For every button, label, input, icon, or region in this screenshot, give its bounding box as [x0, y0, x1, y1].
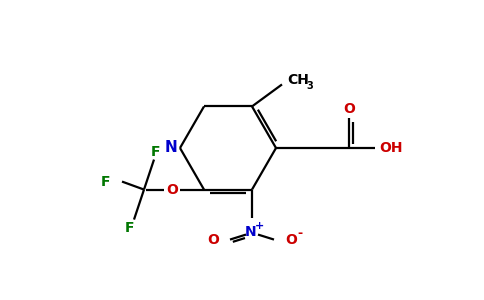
- Text: N: N: [245, 225, 257, 238]
- Text: O: O: [343, 102, 355, 116]
- Text: 3: 3: [306, 81, 313, 92]
- Text: -: -: [298, 227, 302, 240]
- Text: F: F: [101, 175, 111, 189]
- Text: F: F: [125, 220, 135, 235]
- Text: CH: CH: [287, 74, 309, 87]
- Text: O: O: [207, 232, 219, 247]
- Text: O: O: [285, 232, 297, 247]
- Text: N: N: [165, 140, 177, 155]
- Text: F: F: [151, 145, 161, 159]
- Text: OH: OH: [379, 141, 403, 155]
- Text: +: +: [255, 220, 264, 231]
- Text: O: O: [166, 183, 178, 196]
